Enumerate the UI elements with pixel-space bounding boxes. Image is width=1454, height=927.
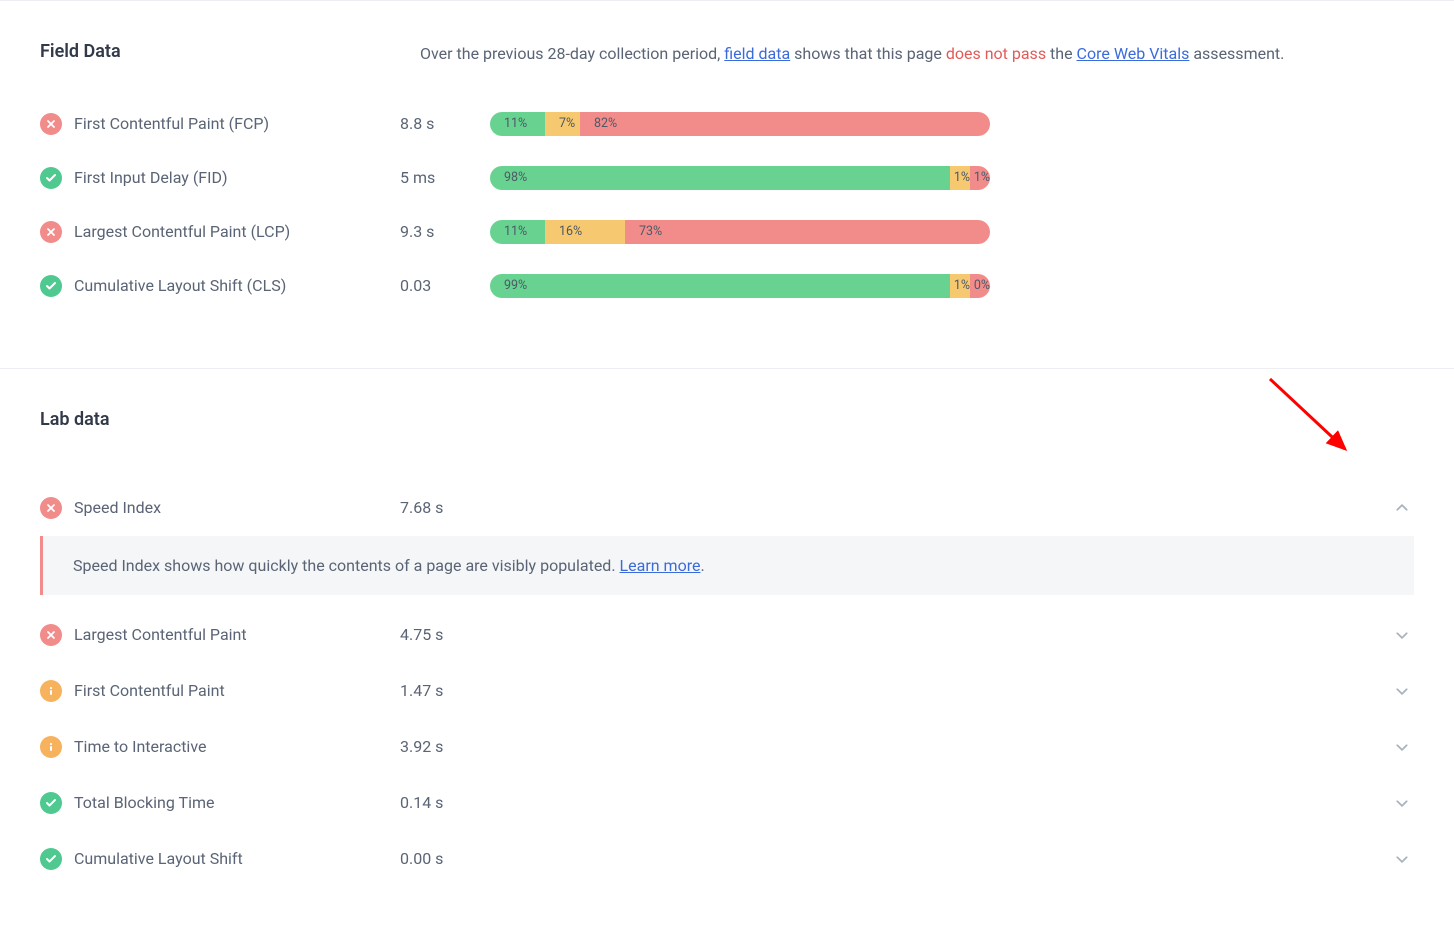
lab-metric-row[interactable]: First Contentful Paint 1.47 s [40, 663, 1414, 719]
expand-toggle[interactable] [1390, 496, 1414, 520]
metric-value: 0.03 [400, 276, 490, 295]
field-metric-row: Largest Contentful Paint (LCP) 9.3 s 11%… [40, 220, 1414, 244]
desc-text: assessment. [1189, 44, 1284, 63]
distribution-bar: 98%1%1% [490, 166, 990, 190]
field-title: Field Data [40, 41, 390, 62]
lab-metrics-list: Speed Index 7.68 s Speed Index shows how… [40, 480, 1414, 887]
metric-value: 0.14 s [400, 793, 490, 812]
field-metrics-list: First Contentful Paint (FCP) 8.8 s 11%7%… [40, 112, 1414, 298]
expand-toggle[interactable] [1390, 735, 1414, 759]
bar-segment-poor: 73% [625, 220, 990, 244]
lab-title: Lab data [40, 409, 1414, 430]
lab-metric-row[interactable]: Speed Index 7.68 s [40, 480, 1414, 536]
lab-metric-row[interactable]: Largest Contentful Paint 4.75 s [40, 607, 1414, 663]
metric-value: 5 ms [400, 168, 490, 187]
metric-name: First Input Delay (FID) [74, 168, 228, 187]
bar-segment-good: 11% [490, 220, 545, 244]
expand-toggle[interactable] [1390, 679, 1414, 703]
bar-segment-poor: 82% [580, 112, 990, 136]
field-description: Over the previous 28-day collection peri… [420, 41, 1284, 67]
desc-text: shows that this page [790, 44, 946, 63]
bar-segment-poor: 1% [970, 166, 990, 190]
pass-icon [40, 848, 62, 870]
field-data-panel: Field Data Over the previous 28-day coll… [0, 0, 1454, 368]
bar-segment-good: 11% [490, 112, 545, 136]
field-data-link[interactable]: field data [724, 44, 790, 63]
lab-metric-row[interactable]: Time to Interactive 3.92 s [40, 719, 1414, 775]
metric-value: 1.47 s [400, 681, 490, 700]
bar-segment-medium: 7% [545, 112, 580, 136]
metric-left: Time to Interactive [40, 736, 400, 758]
metric-left: Total Blocking Time [40, 792, 400, 814]
field-metric-row: Cumulative Layout Shift (CLS) 0.03 99%1%… [40, 274, 1414, 298]
lab-data-panel: Lab data Speed Index 7.68 s Speed Index … [0, 368, 1454, 927]
metric-name: Cumulative Layout Shift [74, 849, 243, 868]
info-text: Speed Index shows how quickly the conten… [73, 556, 620, 575]
metric-value: 9.3 s [400, 222, 490, 241]
metric-left: Cumulative Layout Shift (CLS) [40, 275, 400, 297]
distribution-bar: 99%1%0% [490, 274, 990, 298]
metric-left: First Contentful Paint [40, 680, 400, 702]
metric-name: Total Blocking Time [74, 793, 214, 812]
metric-value: 4.75 s [400, 625, 490, 644]
metric-left: First Input Delay (FID) [40, 167, 400, 189]
fail-icon [40, 624, 62, 646]
pass-icon [40, 792, 62, 814]
expand-toggle[interactable] [1390, 791, 1414, 815]
lab-metric-row[interactable]: Cumulative Layout Shift 0.00 s [40, 831, 1414, 887]
metric-name: First Contentful Paint (FCP) [74, 114, 269, 133]
metric-name: Largest Contentful Paint [74, 625, 247, 644]
metric-name: Speed Index [74, 498, 161, 517]
metric-value: 0.00 s [400, 849, 490, 868]
metric-value: 8.8 s [400, 114, 490, 133]
info-text: . [700, 556, 704, 575]
fail-icon [40, 113, 62, 135]
warn-icon [40, 736, 62, 758]
core-web-vitals-link[interactable]: Core Web Vitals [1077, 44, 1190, 63]
metric-value: 7.68 s [400, 498, 490, 517]
fail-text: does not pass [946, 44, 1046, 63]
expand-toggle[interactable] [1390, 623, 1414, 647]
metric-name: Time to Interactive [74, 737, 206, 756]
metric-info-box: Speed Index shows how quickly the conten… [40, 536, 1414, 595]
fail-icon [40, 497, 62, 519]
desc-text: the [1046, 44, 1076, 63]
bar-segment-medium: 16% [545, 220, 625, 244]
desc-text: Over the previous 28-day collection peri… [420, 44, 724, 63]
bar-segment-good: 98% [490, 166, 950, 190]
learn-more-link[interactable]: Learn more [620, 556, 701, 575]
metric-left: Largest Contentful Paint [40, 624, 400, 646]
bar-segment-medium: 1% [950, 274, 970, 298]
distribution-bar: 11%7%82% [490, 112, 990, 136]
metric-name: Largest Contentful Paint (LCP) [74, 222, 290, 241]
pass-icon [40, 167, 62, 189]
metric-left: Speed Index [40, 497, 400, 519]
pass-icon [40, 275, 62, 297]
expand-toggle[interactable] [1390, 847, 1414, 871]
metric-left: Largest Contentful Paint (LCP) [40, 221, 400, 243]
bar-segment-poor: 0% [970, 274, 990, 298]
distribution-bar: 11%16%73% [490, 220, 990, 244]
field-metric-row: First Contentful Paint (FCP) 8.8 s 11%7%… [40, 112, 1414, 136]
fail-icon [40, 221, 62, 243]
lab-metric-row[interactable]: Total Blocking Time 0.14 s [40, 775, 1414, 831]
metric-left: First Contentful Paint (FCP) [40, 113, 400, 135]
field-header: Field Data Over the previous 28-day coll… [40, 41, 1414, 67]
metric-name: Cumulative Layout Shift (CLS) [74, 276, 286, 295]
metric-value: 3.92 s [400, 737, 490, 756]
metric-left: Cumulative Layout Shift [40, 848, 400, 870]
field-metric-row: First Input Delay (FID) 5 ms 98%1%1% [40, 166, 1414, 190]
metric-name: First Contentful Paint [74, 681, 225, 700]
bar-segment-good: 99% [490, 274, 950, 298]
bar-segment-medium: 1% [950, 166, 970, 190]
warn-icon [40, 680, 62, 702]
